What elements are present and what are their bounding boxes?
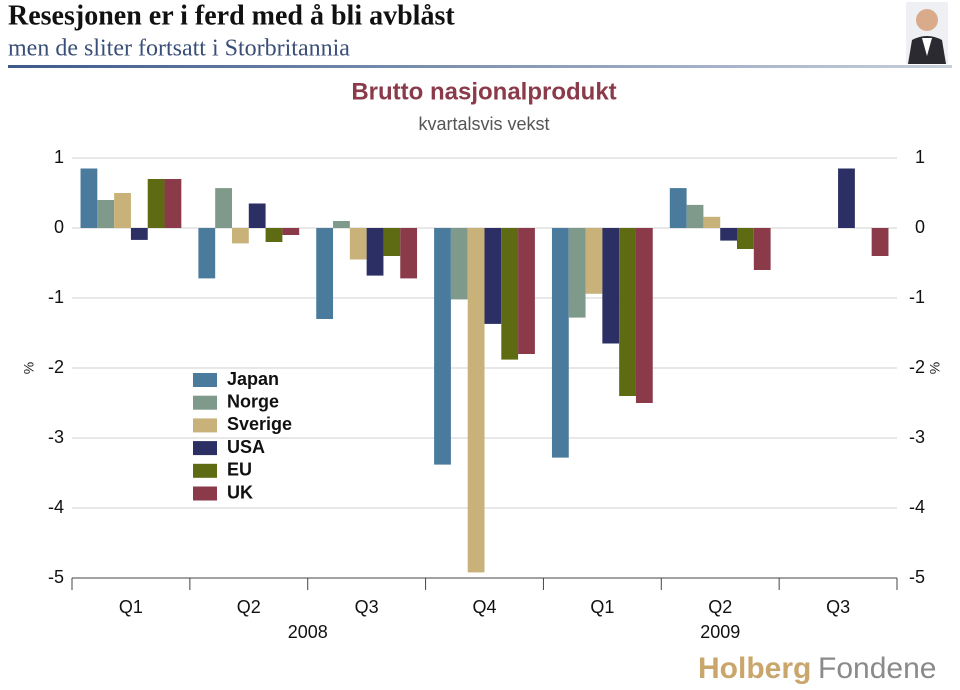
bar xyxy=(669,188,687,228)
y2-tick-label: 0 xyxy=(915,217,925,237)
x-tick-label: Q2 xyxy=(237,597,261,617)
bar xyxy=(282,228,300,235)
bar xyxy=(838,168,855,228)
legend-label: Sverige xyxy=(227,414,292,434)
x-tick-label: Q2 xyxy=(708,597,732,617)
bar xyxy=(198,228,216,279)
group-label: 2008 xyxy=(288,622,328,642)
bar xyxy=(434,228,451,465)
legend-label: USA xyxy=(227,437,265,457)
y-tick-label: 1 xyxy=(54,147,64,167)
page-subtitle: men de sliter fortsatt i Storbritannia xyxy=(8,36,350,62)
bar xyxy=(568,228,586,318)
bar xyxy=(619,228,636,396)
legend-swatch xyxy=(193,395,217,410)
group-label: 2009 xyxy=(700,622,740,642)
logo-part: Fondene xyxy=(818,652,936,685)
y2-tick-label: -1 xyxy=(909,287,925,307)
legend-label: Japan xyxy=(227,369,279,389)
y2-tick-label: 1 xyxy=(915,147,925,167)
bar xyxy=(871,228,889,256)
bar xyxy=(753,228,771,270)
x-tick-label: Q3 xyxy=(826,597,850,617)
bar xyxy=(164,179,182,228)
y-tick-label: 0 xyxy=(54,217,64,237)
bar xyxy=(635,228,653,403)
chart-subtitle: kvartalsvis vekst xyxy=(418,114,549,134)
bar xyxy=(703,216,721,228)
x-tick-label: Q1 xyxy=(119,597,143,617)
bar xyxy=(686,204,704,228)
bar xyxy=(130,228,148,240)
bar xyxy=(467,228,485,573)
bar xyxy=(484,228,502,324)
bar xyxy=(97,200,115,228)
bar xyxy=(585,228,603,294)
logo-part: Holberg xyxy=(698,652,811,685)
bar xyxy=(333,221,350,228)
page-title: Resesjonen er i ferd med å bli avblåst xyxy=(8,0,455,31)
photo xyxy=(906,2,948,64)
bar xyxy=(366,228,384,276)
legend-label: UK xyxy=(227,482,253,502)
y-tick-label: -4 xyxy=(48,497,64,517)
bar xyxy=(737,228,754,249)
bar xyxy=(602,228,620,344)
bar xyxy=(215,188,232,228)
legend-label: EU xyxy=(227,460,252,480)
y-tick-label: -3 xyxy=(48,427,64,447)
y-axis-label: % xyxy=(21,362,37,374)
legend-swatch xyxy=(193,373,217,387)
bar xyxy=(248,203,266,228)
y-tick-label: -5 xyxy=(48,567,64,587)
x-tick-label: Q4 xyxy=(472,597,496,617)
bar xyxy=(265,228,283,242)
bar xyxy=(501,228,519,360)
x-tick-label: Q3 xyxy=(355,597,379,617)
legend-swatch xyxy=(193,441,217,456)
y2-tick-label: -3 xyxy=(909,427,925,447)
legend-swatch xyxy=(193,486,217,501)
bar xyxy=(400,228,418,279)
y2-tick-label: -2 xyxy=(909,357,925,377)
bar xyxy=(147,179,165,228)
legend-swatch xyxy=(193,463,217,478)
bar xyxy=(450,228,468,300)
bar xyxy=(114,193,131,228)
bar xyxy=(316,228,334,319)
y-tick-label: -2 xyxy=(48,357,64,377)
y2-tick-label: -4 xyxy=(909,497,925,517)
bar xyxy=(518,228,535,354)
legend-swatch xyxy=(193,418,217,433)
chart-title: Brutto nasjonalprodukt xyxy=(351,78,616,105)
bar xyxy=(349,228,367,260)
y2-axis-label: % xyxy=(927,362,943,374)
bar xyxy=(551,228,569,458)
bar xyxy=(383,228,401,256)
legend-label: Norge xyxy=(227,391,279,411)
header-rule xyxy=(8,65,952,68)
y-tick-label: -1 xyxy=(48,287,64,307)
bar xyxy=(720,228,738,241)
x-tick-label: Q1 xyxy=(590,597,614,617)
y2-tick-label: -5 xyxy=(909,567,925,587)
bar xyxy=(80,168,98,228)
bar xyxy=(231,228,249,244)
